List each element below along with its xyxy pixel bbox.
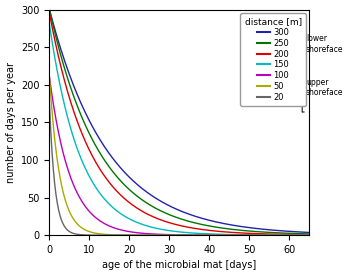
Y-axis label: number of days per year: number of days per year — [6, 62, 16, 183]
Text: upper
shoreface: upper shoreface — [306, 78, 343, 97]
X-axis label: age of the microbial mat [days]: age of the microbial mat [days] — [102, 261, 257, 270]
Text: lower
shoreface: lower shoreface — [306, 34, 343, 54]
Legend: 300, 250, 200, 150, 100, 50, 20: 300, 250, 200, 150, 100, 50, 20 — [240, 13, 306, 106]
